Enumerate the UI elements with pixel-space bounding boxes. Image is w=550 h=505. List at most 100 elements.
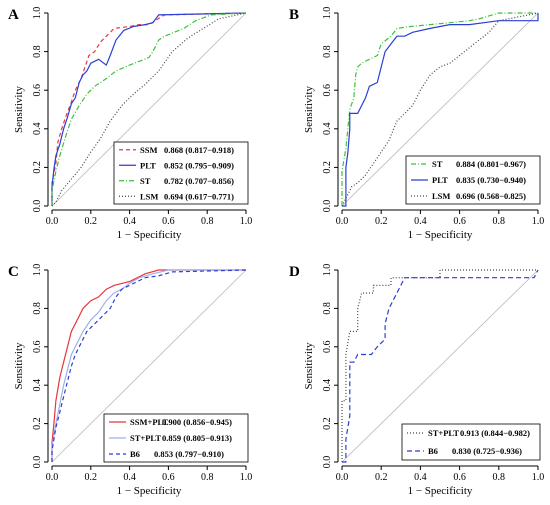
legend-auc-value: 0.852 (0.795−0.909) <box>164 160 234 170</box>
x-tick-label: 0.8 <box>493 472 506 483</box>
panel-letter: B <box>289 7 299 23</box>
y-tick-label: 0.8 <box>32 302 43 315</box>
x-tick-label: 0.8 <box>201 472 214 483</box>
y-tick-label: 1.0 <box>32 264 43 277</box>
legend-box <box>103 413 249 463</box>
x-tick-label: 1.0 <box>240 472 253 483</box>
y-tick-label: 0.2 <box>322 161 333 174</box>
legend-auc-value: 0.913 (0.844−0.982) <box>460 428 530 438</box>
y-tick-label: 0.0 <box>32 456 43 469</box>
y-axis-title: Sensitivity <box>13 342 25 390</box>
legend-series-name: PLT <box>432 175 448 185</box>
legend-auc-value: 0.694 (0.617−0.771) <box>164 191 234 201</box>
roc-curve-b6 <box>51 269 247 462</box>
x-tick-label: 1.0 <box>240 216 253 227</box>
legend-auc-value: 0.853 (0.797−0.910) <box>154 449 224 459</box>
legend: SSM 0.868 (0.817−0.918) PLT 0.852 (0.795−0.… <box>113 141 249 205</box>
roc-curve-ssm-plus-plt <box>51 269 246 462</box>
reference-diagonal <box>341 269 539 463</box>
x-tick-label: 0.2 <box>85 472 98 483</box>
x-tick-label: 0.4 <box>123 472 136 483</box>
x-tick-label: 1.0 <box>532 472 545 483</box>
y-tick-label: 0.0 <box>322 456 333 469</box>
legend-auc-value: 0.884 (0.801−0.967) <box>456 159 526 169</box>
y-axis-title: Sensitivity <box>13 85 25 133</box>
x-tick-label: 0.2 <box>375 216 388 227</box>
x-axis-title: 1 − Specificity <box>408 229 473 241</box>
x-tick-label: 0.4 <box>414 216 427 227</box>
y-tick-label: 0.2 <box>32 161 43 174</box>
legend: ST 0.884 (0.801−0.967) PLT 0.835 (0.730−0.9… <box>405 155 541 205</box>
y-axis-title: Sensitivity <box>303 342 315 390</box>
x-axis-title: 1 − Specificity <box>408 485 473 497</box>
y-axis-title: Sensitivity <box>303 85 315 133</box>
panel-letter: D <box>289 264 300 280</box>
y-tick-label: 0.6 <box>322 341 333 354</box>
x-axis-title: 1 − Specificity <box>117 485 182 497</box>
x-tick-label: 0.2 <box>375 472 388 483</box>
legend-auc-value: 0.859 (0.805−0.913) <box>162 433 232 443</box>
x-tick-label: 0.0 <box>336 216 349 227</box>
reference-diagonal <box>341 12 539 207</box>
roc-panel-b: B 0.0 0.2 0.4 0.6 0.8 1.0 0.0 0.2 0.4 0.6 0.8 1.0 1 −… <box>289 7 544 241</box>
x-tick-label: 0.0 <box>336 472 349 483</box>
roc-curve-b6 <box>342 269 539 463</box>
roc-panel-a: A 0.0 0.2 0.4 0.6 0.8 1.0 0.0 0.2 0.4 0.6 0.8 1.0 1 −… <box>8 7 252 241</box>
legend-series-name: SSM+PLT <box>130 417 168 427</box>
x-tick-label: 0.4 <box>414 472 427 483</box>
legend-series-name: PLT <box>140 160 156 170</box>
y-tick-label: 0.8 <box>322 302 333 315</box>
y-tick-label: 0.4 <box>322 123 333 136</box>
y-tick-label: 0.6 <box>32 341 43 354</box>
y-tick-label: 0.6 <box>322 84 333 97</box>
x-tick-label: 0.6 <box>162 472 175 483</box>
roc-curve-st-plus-plt <box>51 269 246 462</box>
legend-auc-value: 0.696 (0.568−0.825) <box>456 191 526 201</box>
roc-panel-d: D 0.0 0.2 0.4 0.6 0.8 1.0 0.0 0.2 0.4 0.6 0.8 1.0 1 −… <box>289 264 544 497</box>
panel-letter: A <box>8 7 19 23</box>
y-tick-label: 0.2 <box>322 417 333 430</box>
y-tick-label: 0.8 <box>32 45 43 58</box>
x-tick-label: 0.0 <box>46 216 59 227</box>
x-tick-label: 0.6 <box>162 216 175 227</box>
legend-series-name: ST+PLT <box>130 433 161 443</box>
legend-series-name: B6 <box>428 446 438 456</box>
legend-box <box>113 141 249 205</box>
legend-auc-value: 0.835 (0.730−0.940) <box>456 175 526 185</box>
panel-letter: C <box>8 264 19 280</box>
x-tick-label: 1.0 <box>532 216 545 227</box>
x-axis-title: 1 − Specificity <box>117 229 182 241</box>
y-tick-label: 0.0 <box>322 200 333 213</box>
y-tick-label: 1.0 <box>322 264 333 277</box>
legend: ST+PLT 0.913 (0.844−0.982) B6 0.830 (0.725−… <box>401 423 541 461</box>
roc-curve-st <box>341 12 538 206</box>
y-tick-label: 1.0 <box>32 7 43 20</box>
reference-diagonal <box>51 269 247 463</box>
y-tick-label: 0.4 <box>32 379 43 392</box>
reference-diagonal <box>51 12 247 207</box>
roc-panel-c: C 0.0 0.2 0.4 0.6 0.8 1.0 0.0 0.2 0.4 0.6 0.8 1.0 1 −… <box>8 264 252 497</box>
x-tick-label: 0.8 <box>493 216 506 227</box>
roc-curve-plt <box>51 12 247 206</box>
roc-curve-ssm <box>51 12 247 206</box>
legend-series-name: ST <box>140 176 151 186</box>
y-tick-label: 0.4 <box>32 123 43 136</box>
legend-auc-value: 0.868 (0.817−0.918) <box>164 145 234 155</box>
legend-series-name: LSM <box>432 191 450 201</box>
x-tick-label: 0.8 <box>201 216 214 227</box>
x-tick-label: 0.6 <box>453 216 466 227</box>
legend-box <box>405 155 541 205</box>
legend-box <box>401 423 541 461</box>
x-tick-label: 0.0 <box>46 472 59 483</box>
legend-series-name: LSM <box>140 191 158 201</box>
y-tick-label: 0.4 <box>322 379 333 392</box>
y-tick-label: 0.2 <box>32 417 43 430</box>
x-tick-label: 0.2 <box>85 216 98 227</box>
legend-series-name: ST+PLT <box>428 428 459 438</box>
legend-auc-value: 0.830 (0.725−0.936) <box>452 446 522 456</box>
y-tick-label: 0.0 <box>32 200 43 213</box>
legend-series-name: ST <box>432 159 443 169</box>
y-tick-label: 1.0 <box>322 7 333 20</box>
